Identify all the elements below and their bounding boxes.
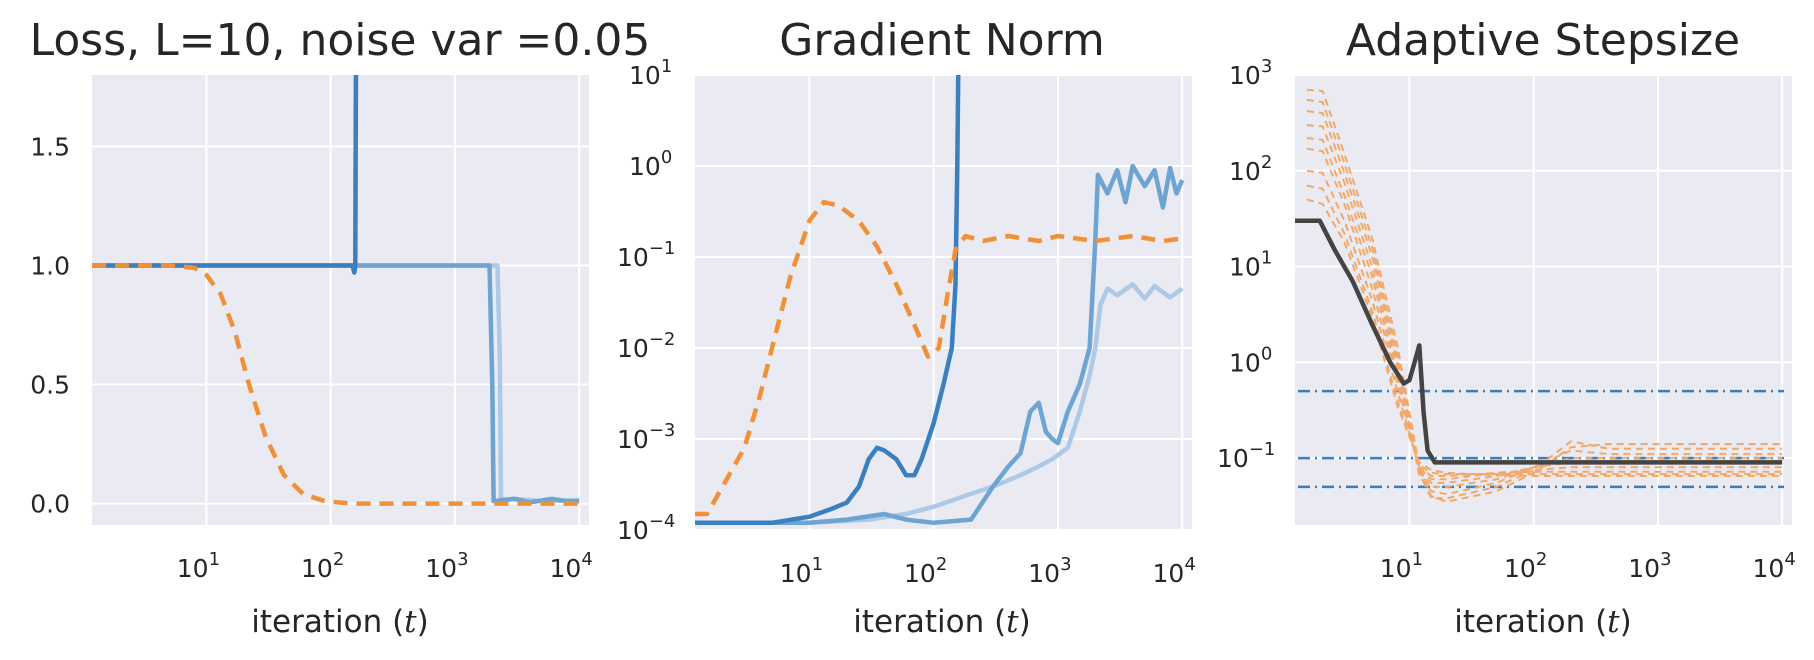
gradient-norm-xtick-label: 102 — [904, 554, 947, 588]
loss-title: Loss, L=10, noise var =0.05 — [30, 15, 651, 66]
loss-series-line — [92, 75, 359, 275]
gradient-norm-xlabel: iteration (t) — [853, 604, 1031, 640]
adaptive-stepsize-series-line — [1306, 184, 1783, 476]
loss-xtick-label: 104 — [550, 549, 593, 583]
loss-xtick-label: 103 — [425, 549, 468, 583]
adaptive-stepsize-series-line — [1306, 147, 1783, 481]
adaptive-stepsize-series-line — [1306, 137, 1783, 484]
adaptive-stepsize-series-line — [1306, 198, 1783, 477]
adaptive-stepsize-ytick-label: 100 — [1229, 343, 1272, 377]
gradient-norm-ytick-label: 10−4 — [617, 511, 675, 545]
gradient-norm-gridlines — [695, 74, 1192, 531]
loss-ytick-label: 0.5 — [30, 371, 70, 400]
adaptive-stepsize-ytick-label: 10−1 — [1217, 439, 1275, 473]
gradient-norm-panel: 101 102 103 104 10−4 10−3 10−2 10−1 100 101 Gradi… — [617, 15, 1196, 640]
loss-series-line — [92, 263, 580, 506]
loss-tick-labels: 101 102 103 104 0.0 0.5 1.0 1.5 — [30, 132, 593, 583]
adaptive-stepsize-ytick-label: 102 — [1229, 152, 1272, 186]
gradient-norm-series-line — [695, 282, 1184, 526]
adaptive-stepsize-xlabel: iteration (t) — [1454, 604, 1632, 640]
gradient-norm-tick-labels: 101 102 103 104 10−4 10−3 10−2 10−1 100 101 — [617, 56, 1196, 588]
gradient-norm-xtick-label: 103 — [1028, 554, 1071, 588]
adaptive-stepsize-gridlines — [1295, 74, 1792, 525]
gradient-norm-ytick-label: 10−3 — [617, 420, 675, 454]
gradient-norm-ytick-label: 101 — [629, 56, 672, 90]
gradient-norm-xtick-label: 101 — [780, 554, 823, 588]
loss-ytick-label: 0.0 — [30, 490, 70, 519]
loss-xtick-label: 102 — [301, 549, 344, 583]
gradient-norm-series-line — [695, 75, 961, 526]
adaptive-stepsize-xtick-label: 101 — [1380, 549, 1423, 583]
adaptive-stepsize-ytick-label: 101 — [1229, 248, 1272, 282]
gradient-norm-ytick-label: 10−1 — [617, 238, 675, 272]
adaptive-stepsize-series-line — [1306, 124, 1783, 488]
adaptive-stepsize-series-line — [1306, 110, 1783, 496]
loss-ytick-label: 1.0 — [30, 251, 70, 280]
adaptive-stepsize-series-line — [1306, 169, 1783, 477]
adaptive-stepsize-xtick-label: 104 — [1753, 549, 1796, 583]
loss-panel: 101 102 103 104 0.0 0.5 1.0 1.5 Loss, L=10, noi… — [30, 15, 651, 640]
gradient-norm-title: Gradient Norm — [779, 15, 1105, 66]
adaptive-stepsize-tick-labels: 101 102 103 104 10−1 100 101 102 103 — [1217, 56, 1796, 583]
adaptive-stepsize-xtick-label: 103 — [1628, 549, 1671, 583]
loss-xlabel: iteration (t) — [251, 604, 429, 640]
adaptive-stepsize-panel: 101 102 103 104 10−1 100 101 102 103 Adaptive St… — [1217, 15, 1796, 640]
gradient-norm-xtick-label: 104 — [1153, 554, 1196, 588]
adaptive-stepsize-xtick-label: 102 — [1504, 549, 1547, 583]
gradient-norm-ytick-label: 100 — [629, 147, 672, 181]
loss-plot-area — [92, 75, 589, 525]
loss-xtick-label: 101 — [177, 549, 220, 583]
gradient-norm-series-line — [695, 199, 1183, 517]
adaptive-stepsize-series-line — [1295, 218, 1783, 465]
gradient-norm-series-line — [695, 163, 1185, 526]
loss-series-line — [92, 263, 580, 505]
gradient-norm-ytick-label: 10−2 — [617, 329, 675, 363]
adaptive-stepsize-ytick-label: 103 — [1229, 56, 1272, 90]
loss-ytick-label: 1.5 — [30, 132, 70, 161]
gradient-norm-series — [695, 75, 1185, 526]
loss-series — [92, 75, 580, 506]
adaptive-stepsize-series-line — [1306, 98, 1783, 500]
adaptive-stepsize-series — [1295, 88, 1784, 503]
gradient-norm-plot-area — [695, 75, 1192, 530]
adaptive-stepsize-title: Adaptive Stepsize — [1346, 15, 1740, 66]
